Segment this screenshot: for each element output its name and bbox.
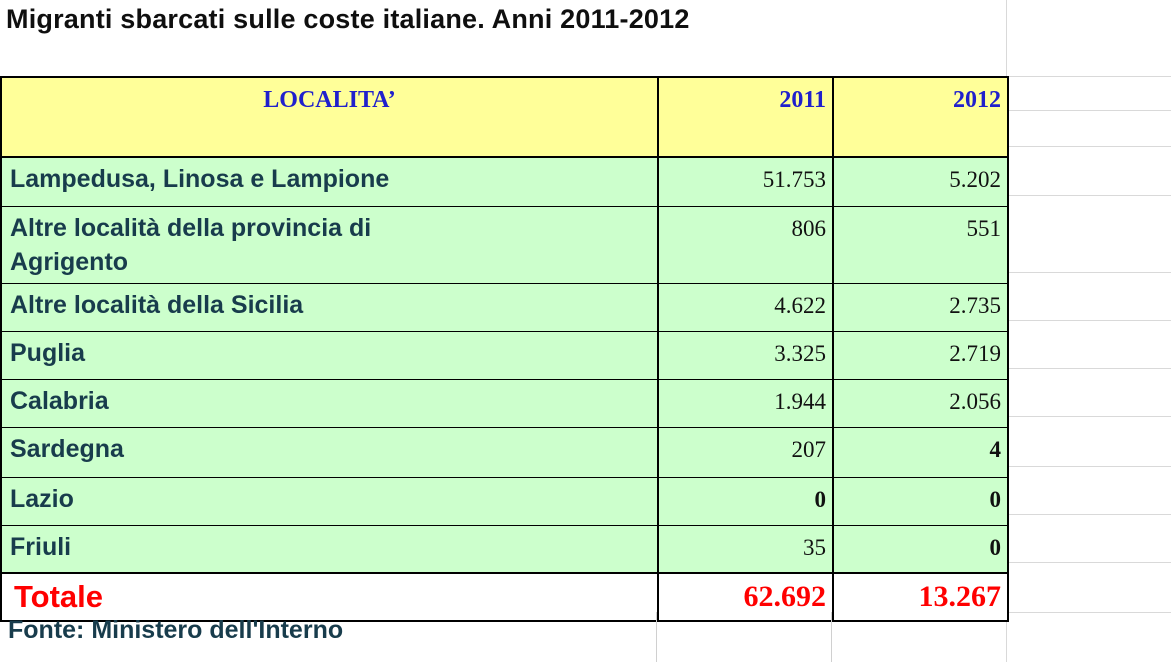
total-label[interactable]: Totale bbox=[0, 572, 659, 622]
row-label-text: Altre località della provincia di bbox=[10, 213, 372, 242]
cell-2012[interactable]: 2.719 bbox=[832, 330, 1009, 379]
cell-2011[interactable]: 0 bbox=[657, 476, 834, 525]
data-table: LOCALITA’ 2011 2012 Lampedusa, Linosa e … bbox=[0, 76, 1009, 622]
grid-line bbox=[656, 612, 657, 662]
cell-2011[interactable]: 207 bbox=[657, 426, 834, 477]
table-row: Altre località della Sicilia 4.622 2.735 bbox=[0, 282, 1009, 331]
grid-line bbox=[1006, 320, 1171, 321]
grid-line bbox=[1006, 110, 1171, 111]
row-label-text: Agrigento bbox=[10, 247, 129, 276]
row-label-text: Puglia bbox=[10, 338, 86, 367]
cell-2011[interactable]: 51.753 bbox=[657, 156, 834, 206]
row-label[interactable]: Lazio bbox=[0, 476, 659, 525]
cell-2011[interactable]: 4.622 bbox=[657, 282, 834, 331]
grid-line bbox=[1006, 466, 1171, 467]
grid-line bbox=[1006, 368, 1171, 369]
cell-2012[interactable]: 4 bbox=[832, 426, 1009, 477]
cell-2012[interactable]: 2.056 bbox=[832, 378, 1009, 427]
row-label[interactable]: Puglia bbox=[0, 330, 659, 379]
grid-line bbox=[1006, 416, 1171, 417]
cell-2012[interactable]: 5.202 bbox=[832, 156, 1009, 206]
grid-line bbox=[1006, 562, 1171, 563]
row-label-text: Altre località della Sicilia bbox=[10, 290, 304, 319]
source-note[interactable]: Fonte: Ministero dell'Interno bbox=[8, 616, 344, 644]
table-row: Altre località della provincia di Agrigen… bbox=[0, 205, 1009, 283]
cell-2012[interactable]: 2.735 bbox=[832, 282, 1009, 331]
cell-2011[interactable]: 806 bbox=[657, 205, 834, 283]
table-row: Puglia 3.325 2.719 bbox=[0, 330, 1009, 379]
table-row: Calabria 1.944 2.056 bbox=[0, 378, 1009, 427]
cell-2012[interactable]: 0 bbox=[832, 524, 1009, 573]
source-row: Fonte: Ministero dell'Interno bbox=[0, 612, 1007, 662]
cell-2011[interactable]: 1.944 bbox=[657, 378, 834, 427]
row-label-text: Friuli bbox=[10, 532, 72, 561]
table-row: Lazio 0 0 bbox=[0, 476, 1009, 525]
cell-2012[interactable]: 551 bbox=[832, 205, 1009, 283]
row-label-text: Lampedusa, Linosa e Lampione bbox=[10, 165, 390, 193]
grid-line bbox=[1006, 76, 1171, 77]
row-label[interactable]: Altre località della provincia di Agrigen… bbox=[0, 205, 659, 283]
table-header-row: LOCALITA’ 2011 2012 bbox=[0, 76, 1009, 158]
grid-line bbox=[1006, 514, 1171, 515]
sheet-title[interactable]: Migranti sbarcati sulle coste italiane. … bbox=[6, 4, 690, 34]
total-row: Totale 62.692 13.267 bbox=[0, 572, 1009, 622]
header-localita[interactable]: LOCALITA’ bbox=[0, 76, 659, 158]
grid-line bbox=[831, 612, 832, 662]
row-label-text: Calabria bbox=[10, 386, 109, 415]
total-2012[interactable]: 13.267 bbox=[832, 572, 1009, 622]
grid-line bbox=[1006, 272, 1171, 273]
table-row: Lampedusa, Linosa e Lampione 51.753 5.20… bbox=[0, 156, 1009, 206]
grid-line bbox=[1006, 195, 1171, 196]
row-label-text: Lazio bbox=[10, 484, 74, 513]
header-2012[interactable]: 2012 bbox=[832, 76, 1009, 158]
grid-line bbox=[1006, 146, 1171, 147]
header-2011[interactable]: 2011 bbox=[657, 76, 834, 158]
row-label[interactable]: Altre località della Sicilia bbox=[0, 282, 659, 331]
row-label-text: Sardegna bbox=[10, 434, 124, 463]
cell-2012[interactable]: 0 bbox=[832, 476, 1009, 525]
table-row: Sardegna 207 4 bbox=[0, 426, 1009, 477]
cell-2011[interactable]: 35 bbox=[657, 524, 834, 573]
row-label[interactable]: Calabria bbox=[0, 378, 659, 427]
grid-line bbox=[1006, 612, 1171, 613]
row-label[interactable]: Sardegna bbox=[0, 426, 659, 477]
row-label[interactable]: Lampedusa, Linosa e Lampione bbox=[0, 156, 659, 206]
table-row: Friuli 35 0 bbox=[0, 524, 1009, 573]
total-2011[interactable]: 62.692 bbox=[657, 572, 834, 622]
cell-2011[interactable]: 3.325 bbox=[657, 330, 834, 379]
row-label[interactable]: Friuli bbox=[0, 524, 659, 573]
